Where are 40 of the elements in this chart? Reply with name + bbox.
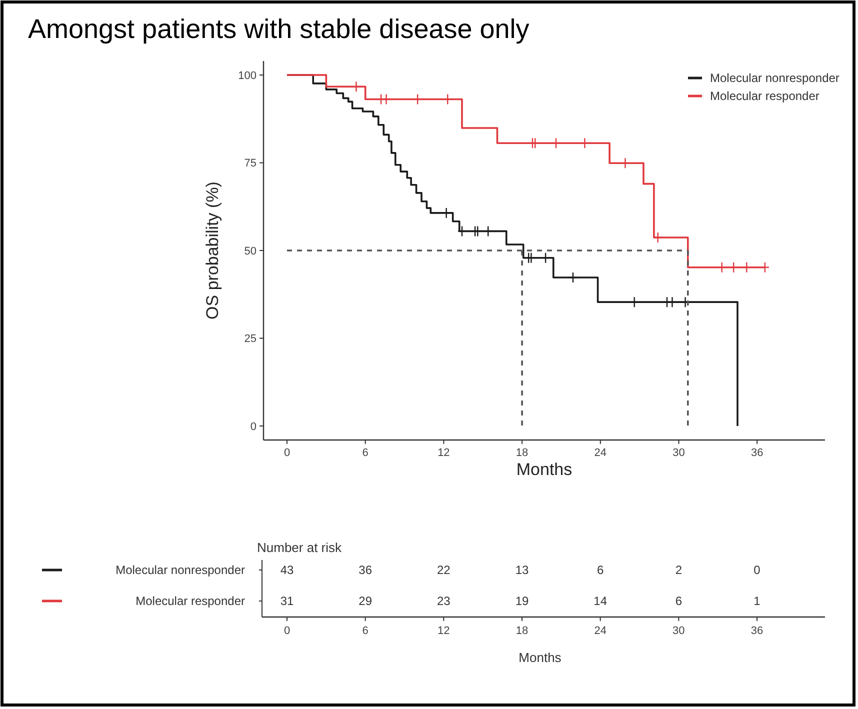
data-label: 43 (280, 563, 294, 578)
x-tick-label: 18 (516, 625, 528, 637)
y-tick-label: 75 (244, 158, 256, 170)
data-label: 31 (280, 594, 294, 608)
data-label: 6 (596, 563, 604, 578)
chart-title: Amongst patients with stable disease only (28, 14, 530, 44)
x-tick-label: 30 (672, 625, 685, 637)
x-tick-label: 30 (672, 447, 685, 459)
x-tick-label: 0 (284, 447, 290, 459)
x-tick-label: 12 (438, 447, 450, 459)
data-label: 6 (675, 594, 682, 608)
data-label: 2 (675, 563, 682, 578)
y-tick-label: 25 (244, 333, 256, 346)
data-label: 0 (754, 563, 761, 578)
data-label: 1 (754, 594, 761, 608)
legend-label: Molecular nonresponder (710, 71, 840, 86)
data-label: 29 (358, 594, 372, 608)
data-label: 13 (515, 563, 529, 578)
x-tick-label: 6 (362, 625, 368, 637)
x-tick-label: 6 (362, 447, 368, 459)
data-label: 23 (436, 594, 451, 608)
x-tick-label: 36 (750, 625, 764, 637)
y-tick-label: 50 (244, 245, 256, 258)
x-axis-title: Months (518, 650, 562, 665)
x-tick-label: 24 (594, 447, 607, 459)
x-tick-label: 0 (284, 625, 290, 637)
data-label: 36 (358, 563, 372, 578)
x-tick-label: 12 (438, 625, 450, 637)
y-tick-label: 100 (238, 70, 256, 82)
data-label: 19 (515, 594, 529, 608)
x-tick-label: 36 (750, 447, 764, 459)
x-axis-title: Months (516, 460, 572, 479)
y-axis-title: OS probability (%) (203, 182, 222, 320)
data-label: 22 (436, 563, 451, 578)
x-tick-label: 18 (516, 447, 528, 459)
x-tick-label: 24 (594, 625, 606, 637)
chart-title: Number at risk (257, 540, 342, 555)
legend-label: Molecular responder (710, 89, 820, 104)
y-tick-label: 0 (250, 420, 256, 433)
data-label: 14 (594, 594, 608, 608)
